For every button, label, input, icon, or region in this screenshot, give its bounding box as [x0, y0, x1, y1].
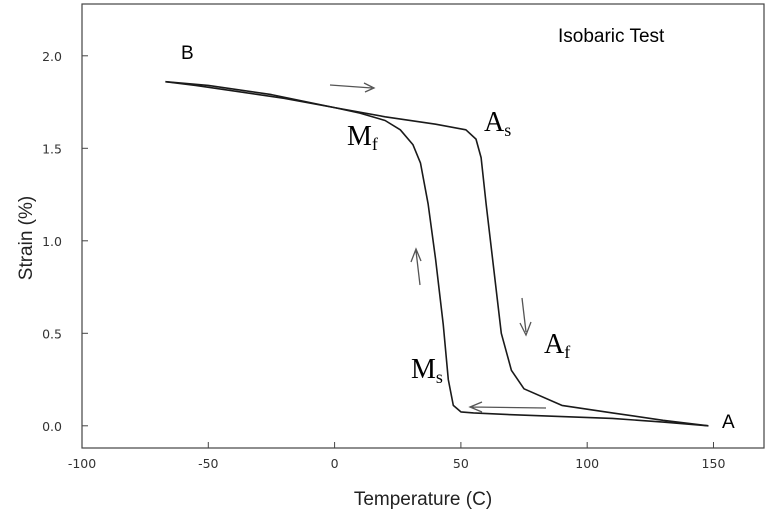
x-tick-label: -100: [68, 456, 96, 471]
y-tick-label: 0.0: [42, 419, 62, 434]
plot-frame: [81, 3, 765, 449]
label-as: As: [484, 107, 511, 140]
arrow-down: [519, 297, 532, 337]
x-tick-label: -50: [198, 456, 218, 471]
label-mf: Mf: [347, 121, 378, 154]
label-ms: Ms: [411, 354, 443, 387]
heating-curve: [165, 80, 709, 427]
x-axis-title: Temperature (C): [354, 489, 492, 510]
x-tick-label: 50: [453, 456, 469, 471]
point-label-b: B: [181, 43, 194, 64]
x-tick-label: 100: [575, 456, 599, 471]
x-tick-label: 0: [331, 456, 339, 471]
label-af: Af: [544, 329, 570, 362]
axis-ticks: -100 -50 0 50 100 150 0.0 0.5 1.0 1.5 2.0: [42, 49, 725, 471]
chart-title: Isobaric Test: [558, 26, 665, 47]
direction-arrows: [329, 82, 547, 413]
arrow-heating-right: [329, 82, 376, 93]
y-tick-label: 2.0: [42, 49, 62, 64]
y-tick-label: 1.5: [42, 141, 62, 156]
series-layer: [165, 80, 709, 427]
y-axis-title: Strain (%): [16, 196, 37, 280]
arrow-up: [410, 247, 422, 286]
point-label-a: A: [722, 412, 735, 433]
y-tick-label: 1.0: [42, 234, 62, 249]
x-tick-label: 150: [702, 456, 726, 471]
arrow-cooling-left: [468, 401, 547, 413]
y-tick-label: 0.5: [42, 326, 62, 341]
